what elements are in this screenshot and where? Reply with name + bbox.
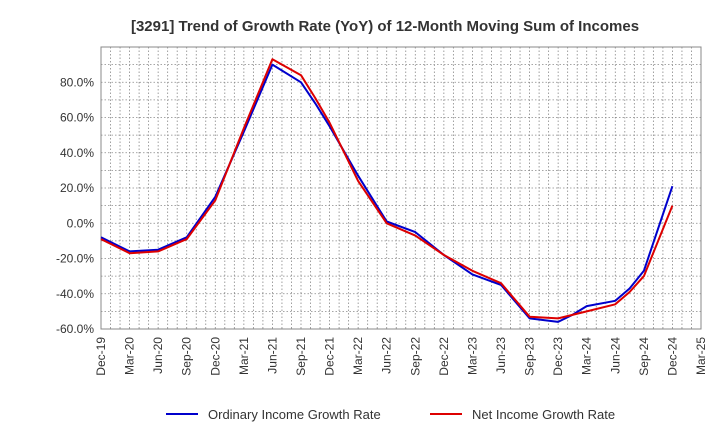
series-line bbox=[100, 63, 674, 323]
x-tick-label: Sep-20 bbox=[180, 337, 194, 376]
legend-label: Net Income Growth Rate bbox=[472, 407, 615, 422]
y-tick-label: 80.0% bbox=[60, 75, 94, 89]
x-tick-label: Dec-22 bbox=[437, 337, 451, 376]
x-tick-label: Sep-24 bbox=[637, 337, 651, 376]
x-tick-label: Dec-19 bbox=[94, 337, 108, 376]
chart-title: [3291] Trend of Growth Rate (YoY) of 12-… bbox=[131, 18, 639, 35]
x-tick-label: Sep-21 bbox=[294, 337, 308, 376]
x-tick-label: Sep-23 bbox=[523, 337, 537, 376]
x-tick-label: Sep-22 bbox=[408, 337, 422, 376]
y-tick-label: -40.0% bbox=[56, 287, 94, 301]
x-tick-label: Jun-24 bbox=[608, 337, 622, 374]
x-tick-label: Jun-22 bbox=[380, 337, 394, 374]
y-tick-label: 20.0% bbox=[60, 181, 94, 195]
x-tick-label: Mar-20 bbox=[123, 337, 137, 375]
legend: Ordinary Income Growth Rate Net Income Gr… bbox=[166, 407, 615, 422]
x-tick-label: Dec-24 bbox=[665, 337, 679, 376]
y-tick-label: 40.0% bbox=[60, 146, 94, 160]
x-tick-label: Jun-23 bbox=[494, 337, 508, 374]
x-tick-label: Mar-25 bbox=[694, 337, 708, 375]
x-tick-label: Mar-21 bbox=[237, 337, 251, 375]
legend-label: Ordinary Income Growth Rate bbox=[208, 407, 381, 422]
x-tick-label: Dec-23 bbox=[551, 337, 565, 376]
x-tick-label: Mar-22 bbox=[351, 337, 365, 375]
x-tick-label: Jun-20 bbox=[151, 337, 165, 374]
plot-area: -60.0% -40.0% -20.0% 0.0% 20.0% 40.0% 60.0% 80.… bbox=[56, 46, 708, 376]
x-tick-label: Mar-24 bbox=[580, 337, 594, 375]
y-tick-label: -20.0% bbox=[56, 252, 94, 266]
y-tick-label: 0.0% bbox=[67, 216, 95, 230]
y-tick-label: -60.0% bbox=[56, 322, 94, 336]
y-tick-label: 60.0% bbox=[60, 111, 94, 125]
x-tick-label: Mar-23 bbox=[465, 337, 479, 375]
x-tick-label: Dec-20 bbox=[208, 337, 222, 376]
plot-frame bbox=[100, 46, 702, 330]
x-tick-label: Dec-21 bbox=[323, 337, 337, 376]
series-line bbox=[100, 58, 674, 320]
x-tick-label: Jun-21 bbox=[265, 337, 279, 374]
plot-background bbox=[101, 47, 701, 329]
